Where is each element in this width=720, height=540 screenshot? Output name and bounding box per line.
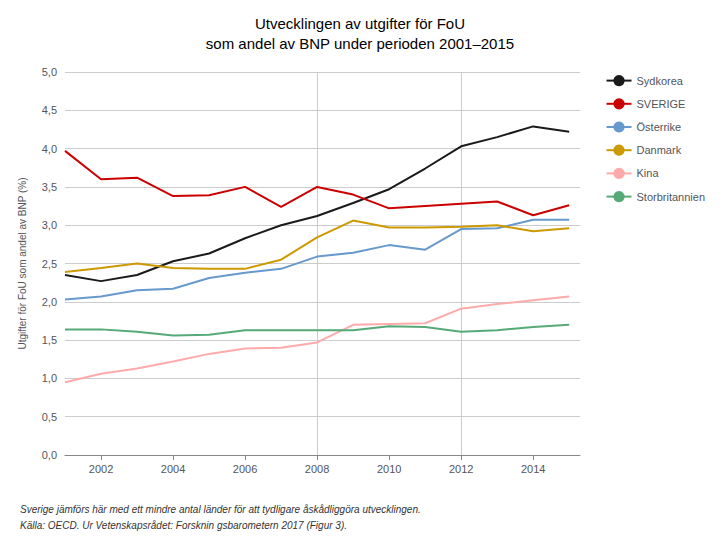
svg-text:1,0: 1,0 [42,372,57,384]
svg-text:som andel av BNP under periode: som andel av BNP under perioden 2001–201… [206,35,514,52]
svg-text:3,5: 3,5 [42,181,57,193]
svg-text:Storbritannien: Storbritannien [637,191,706,203]
svg-text:Utvecklingen av utgifter för F: Utvecklingen av utgifter för FoU [255,15,465,32]
svg-text:Sverige jämförs här med ett mi: Sverige jämförs här med ett mindre antal… [20,504,421,515]
svg-text:0,5: 0,5 [42,411,57,423]
svg-text:2,5: 2,5 [42,258,57,270]
svg-text:Utgifter för FoU som andel av: Utgifter för FoU som andel av BNP (%) [17,177,28,349]
svg-text:Kina: Kina [637,167,660,179]
svg-text:Danmark: Danmark [637,144,682,156]
svg-text:Sydkorea: Sydkorea [637,75,684,87]
svg-text:3,0: 3,0 [42,219,57,231]
svg-text:4,5: 4,5 [42,104,57,116]
svg-text:2014: 2014 [521,463,545,475]
svg-text:1,5: 1,5 [42,334,57,346]
svg-text:2004: 2004 [161,463,185,475]
svg-text:2010: 2010 [377,463,401,475]
svg-text:2006: 2006 [233,463,257,475]
svg-text:Österrike: Österrike [637,121,682,133]
svg-text:Källa: OECD. Ur Vetenskapsråde: Källa: OECD. Ur Vetenskapsrådet: Forskni… [20,520,347,531]
svg-text:5,0: 5,0 [42,66,57,78]
svg-text:SVERIGE: SVERIGE [637,98,686,110]
svg-text:2002: 2002 [89,463,113,475]
svg-text:0,0: 0,0 [42,449,57,461]
svg-text:2012: 2012 [449,463,473,475]
svg-text:2,0: 2,0 [42,296,57,308]
svg-text:2008: 2008 [305,463,329,475]
svg-text:4,0: 4,0 [42,143,57,155]
